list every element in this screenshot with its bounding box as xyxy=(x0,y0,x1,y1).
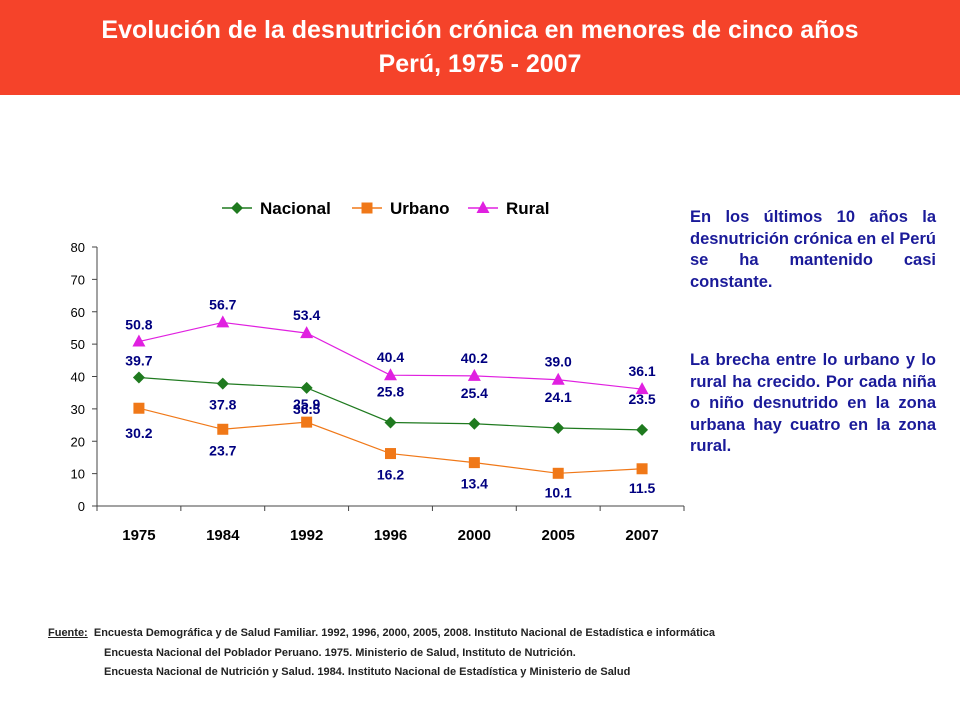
source-line-1: Encuesta Demográfica y de Salud Familiar… xyxy=(93,627,716,639)
data-label-rural: 40.2 xyxy=(461,350,488,366)
y-tick-label: 20 xyxy=(71,434,85,449)
source-line-3: Encuesta Nacional de Nutrición y Salud. … xyxy=(104,666,631,678)
data-point-nacional xyxy=(132,371,145,384)
data-point-rural xyxy=(384,368,397,381)
data-point-nacional xyxy=(216,377,229,390)
data-label-nacional: 25.4 xyxy=(461,385,488,401)
data-label-nacional: 24.1 xyxy=(545,389,572,405)
data-label-nacional: 23.5 xyxy=(628,391,655,407)
data-point-rural xyxy=(551,372,565,385)
page-subtitle: Perú, 1975 - 2007 xyxy=(378,50,582,78)
data-label-rural: 39.0 xyxy=(545,354,572,370)
data-point-nacional xyxy=(636,423,649,436)
data-point-urbano xyxy=(301,416,313,428)
data-label-urbano: 10.1 xyxy=(545,484,572,500)
x-tick-label: 1996 xyxy=(374,527,407,544)
source-line-2: Encuesta Nacional del Poblador Peruano. … xyxy=(104,646,576,659)
y-tick-label: 40 xyxy=(71,370,85,385)
data-label-urbano: 25.9 xyxy=(293,396,320,412)
data-label-rural: 50.8 xyxy=(125,317,152,333)
data-point-nacional xyxy=(468,417,481,430)
data-point-urbano xyxy=(133,402,145,414)
data-label-urbano: 16.2 xyxy=(377,467,404,483)
legend-label-nacional: Nacional xyxy=(260,199,331,218)
data-point-urbano xyxy=(552,467,564,479)
data-point-rural xyxy=(300,326,314,339)
data-label-rural: 53.4 xyxy=(293,307,320,323)
y-tick-label: 0 xyxy=(78,499,85,514)
x-tick-label: 2007 xyxy=(625,527,658,544)
data-point-nacional xyxy=(300,381,313,394)
source-note: Fuente: Encuesta Demográfica y de Salud … xyxy=(48,624,715,683)
legend-marker-rural xyxy=(476,201,490,213)
legend-label-rural: Rural xyxy=(506,199,549,218)
data-point-rural xyxy=(132,334,146,347)
data-label-nacional: 39.7 xyxy=(125,352,152,368)
x-tick-label: 1992 xyxy=(290,527,323,544)
data-label-nacional: 37.8 xyxy=(209,397,236,413)
y-tick-label: 10 xyxy=(71,467,85,482)
x-tick-label: 2005 xyxy=(542,527,575,544)
y-tick-label: 60 xyxy=(71,305,85,320)
data-point-urbano xyxy=(468,457,480,469)
data-label-rural: 56.7 xyxy=(209,296,236,312)
data-point-urbano xyxy=(217,423,229,435)
y-tick-label: 50 xyxy=(71,337,85,352)
legend-label-urbano: Urbano xyxy=(390,199,450,218)
data-point-rural xyxy=(467,368,481,381)
page-title: Evolución de la desnutrición crónica en … xyxy=(101,16,859,44)
data-label-urbano: 23.7 xyxy=(209,442,236,458)
y-tick-label: 80 xyxy=(71,240,85,255)
legend-marker-urbano xyxy=(361,202,373,214)
data-point-urbano xyxy=(636,463,648,475)
commentary-paragraph-1: En los últimos 10 años la desnutrición c… xyxy=(690,208,936,291)
data-label-nacional: 25.8 xyxy=(377,383,404,399)
data-label-rural: 36.1 xyxy=(628,363,655,379)
header-banner: Evolución de la desnutrición crónica en … xyxy=(0,0,960,95)
y-tick-label: 30 xyxy=(71,402,85,417)
commentary-paragraph-2: La brecha entre lo urbano y lo rural ha … xyxy=(690,351,936,455)
data-point-rural xyxy=(635,382,649,395)
x-tick-label: 2000 xyxy=(458,527,491,544)
data-point-nacional xyxy=(384,416,397,429)
legend-marker-nacional xyxy=(231,202,243,214)
data-point-nacional xyxy=(552,421,565,434)
source-label: Fuente: xyxy=(48,627,88,639)
data-label-urbano: 13.4 xyxy=(461,476,488,492)
data-point-rural xyxy=(216,315,230,328)
data-label-rural: 40.4 xyxy=(377,349,404,365)
x-tick-label: 1984 xyxy=(206,527,240,544)
y-tick-label: 70 xyxy=(71,272,85,287)
data-label-nacional: 36.5 xyxy=(293,401,320,417)
data-label-urbano: 11.5 xyxy=(629,480,656,496)
data-point-urbano xyxy=(385,448,396,460)
data-label-urbano: 30.2 xyxy=(125,425,152,441)
x-tick-label: 1975 xyxy=(122,527,155,544)
